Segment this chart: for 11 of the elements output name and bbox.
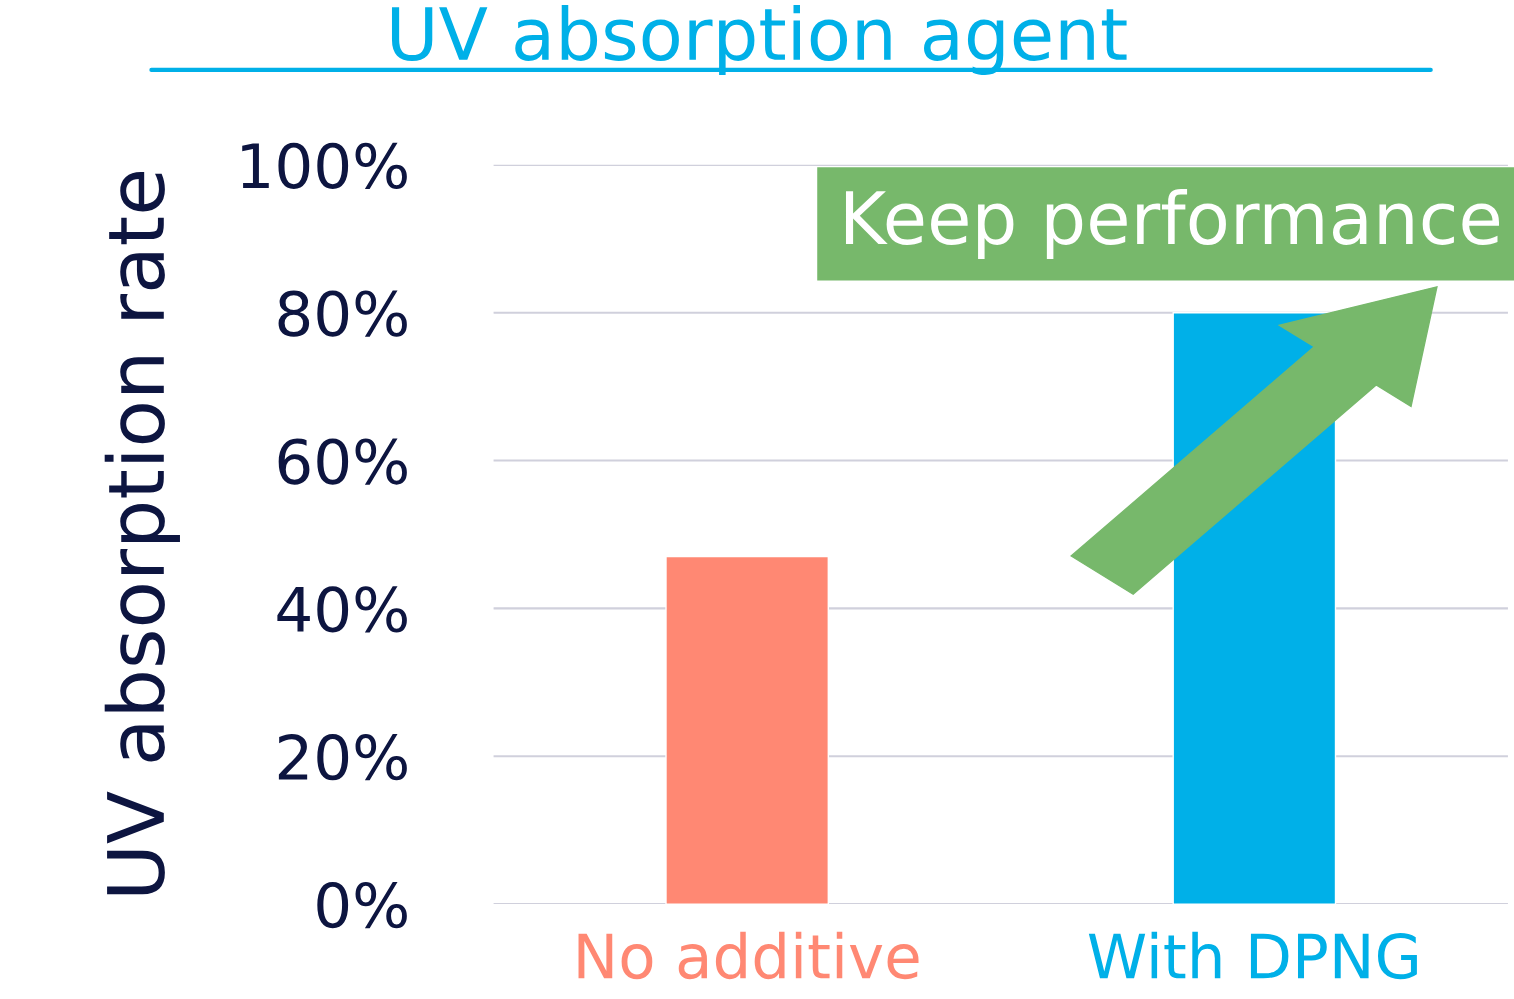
chart-title: UV absorption agent (391, 5, 1127, 75)
y-tick-label: 80% (278, 290, 407, 337)
y-tick-label: 20% (278, 734, 407, 781)
x-tick-label: With DPNG (1088, 931, 1417, 980)
y-tick-label: 40% (277, 586, 407, 633)
y-tick-label: 100% (242, 142, 407, 189)
y-tick-label: 0% (317, 881, 407, 929)
y-tick-label: 60% (278, 438, 407, 485)
x-tick-label: No additive (578, 931, 919, 980)
annotation: Keep performance (845, 189, 1499, 259)
y-axis-title: UV absorption rate (104, 172, 180, 895)
